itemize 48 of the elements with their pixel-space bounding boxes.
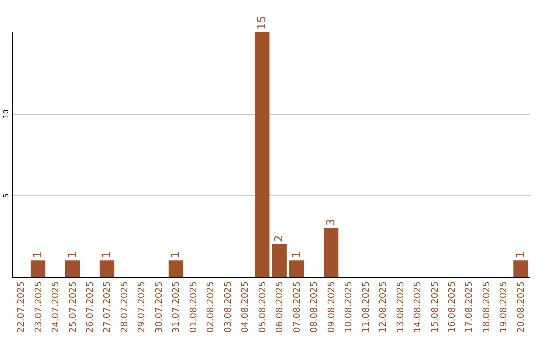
x-tick-label: 15.08.2025 xyxy=(430,282,441,334)
x-tick-label: 10.08.2025 xyxy=(344,282,355,334)
bar xyxy=(272,244,287,277)
x-tick-label: 27.07.2025 xyxy=(103,282,114,334)
data-label: 1 xyxy=(31,252,44,259)
bar xyxy=(168,260,184,277)
data-label: 2 xyxy=(272,235,286,242)
data-label: 1 xyxy=(514,252,527,259)
x-tick-label: 22.07.2025 xyxy=(17,282,28,334)
x-tick-label: 11.08.2025 xyxy=(362,282,372,334)
bar xyxy=(290,260,304,277)
x-tick-label: 02.08.2025 xyxy=(206,282,217,334)
x-tick-label: 28.07.2025 xyxy=(120,282,130,334)
data-label: 1 xyxy=(66,252,79,259)
x-tick-label: 13.08.2025 xyxy=(396,282,406,334)
x-tick-label: 03.08.2025 xyxy=(224,282,234,334)
x-tick-label: 16.08.2025 xyxy=(448,282,458,334)
x-tick-label: 01.08.2025 xyxy=(189,282,200,334)
bar xyxy=(100,260,115,277)
x-tick-label: 07.08.2025 xyxy=(292,282,303,334)
data-label: 1 xyxy=(169,252,182,259)
x-tick-label: 19.08.2025 xyxy=(500,282,510,334)
x-tick-label: 24.07.2025 xyxy=(52,282,62,334)
bar xyxy=(514,260,528,277)
x-tick-label: 23.07.2025 xyxy=(34,282,44,334)
x-tick-label: 31.07.2025 xyxy=(172,282,182,334)
x-tick-label: 14.08.2025 xyxy=(414,282,424,334)
x-tick-label: 09.08.2025 xyxy=(327,282,338,334)
bar xyxy=(65,260,80,277)
bar xyxy=(255,32,270,277)
x-tick-label: 20.08.2025 xyxy=(516,282,527,334)
x-tick-label: 04.08.2025 xyxy=(241,282,252,334)
x-tick-label: 06.08.2025 xyxy=(276,282,286,334)
data-label: 3 xyxy=(324,219,338,226)
x-tick-label: 05.08.2025 xyxy=(258,282,268,334)
bar xyxy=(324,228,339,277)
data-label: 1 xyxy=(290,252,303,259)
x-tick-label: 12.08.2025 xyxy=(379,282,390,334)
x-tick-label: 26.07.2025 xyxy=(86,282,96,334)
x-tick-label: 25.07.2025 xyxy=(68,282,79,334)
x-tick-label: 08.08.2025 xyxy=(310,282,320,334)
data-label: 15 xyxy=(255,16,268,30)
bar xyxy=(30,260,46,277)
x-tick-label: 30.07.2025 xyxy=(154,282,165,334)
x-tick-label: 29.07.2025 xyxy=(138,282,148,334)
x-tick-label: 18.08.2025 xyxy=(482,282,492,334)
x-tick-label: 17.08.2025 xyxy=(465,282,476,334)
data-label: 1 xyxy=(100,252,114,259)
